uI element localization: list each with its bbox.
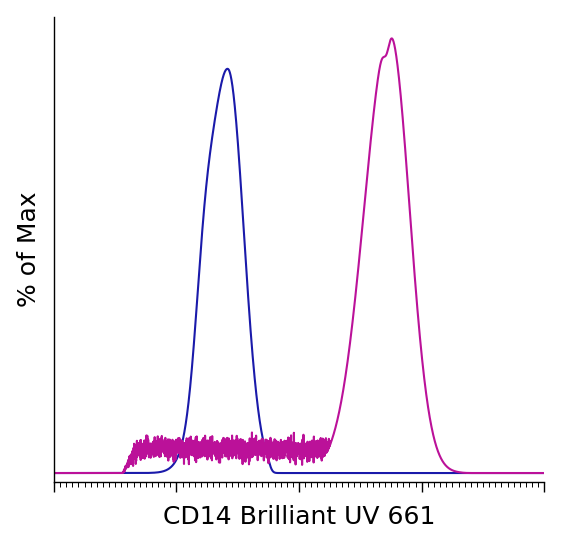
X-axis label: CD14 Brilliant UV 661: CD14 Brilliant UV 661 bbox=[163, 506, 435, 529]
Y-axis label: % of Max: % of Max bbox=[17, 192, 40, 307]
